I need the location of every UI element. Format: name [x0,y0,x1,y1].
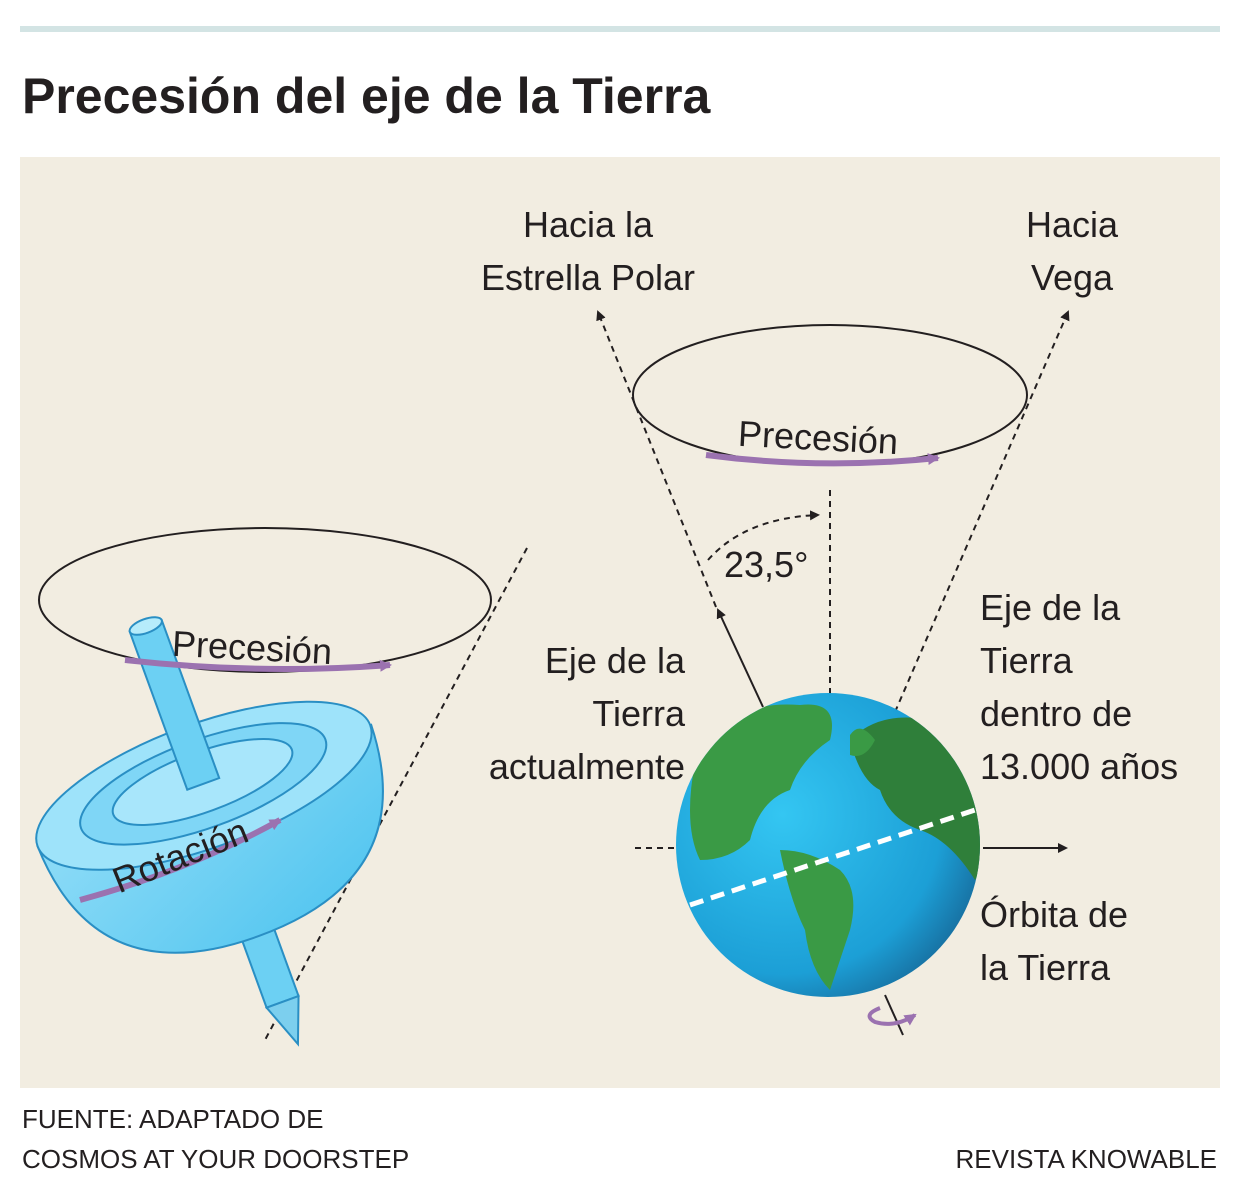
current-axis-label: Tierra [592,693,686,734]
polaris-label: Estrella Polar [481,257,695,298]
credit: REVISTA KNOWABLE [955,1144,1217,1174]
future-axis-label: 13.000 años [980,746,1178,787]
future-axis-label: Tierra [980,640,1074,681]
future-axis-label: Eje de la [980,587,1121,628]
current-axis-label: Eje de la [545,640,686,681]
orbit-label: la Tierra [980,947,1111,988]
vega-label: Vega [1031,257,1114,298]
earth-precession-label: Precesión [737,413,899,462]
top-precession-label: Precesión [171,623,333,672]
tilt-angle: 23,5° [724,544,808,585]
spinning-top [35,527,528,1047]
top-rule [20,26,1220,32]
future-axis-label: dentro de [980,693,1132,734]
orbit-label: Órbita de [980,894,1128,935]
source: FUENTE: ADAPTADO DE [22,1104,323,1134]
current-axis-label: actualmente [489,746,685,787]
earth-diagram [596,310,1070,1036]
title: Precesión del eje de la Tierra [22,68,712,124]
source: COSMOS AT YOUR DOORSTEP [22,1144,409,1174]
polaris-label: Hacia la [523,204,654,245]
vega-label: Hacia [1026,204,1119,245]
